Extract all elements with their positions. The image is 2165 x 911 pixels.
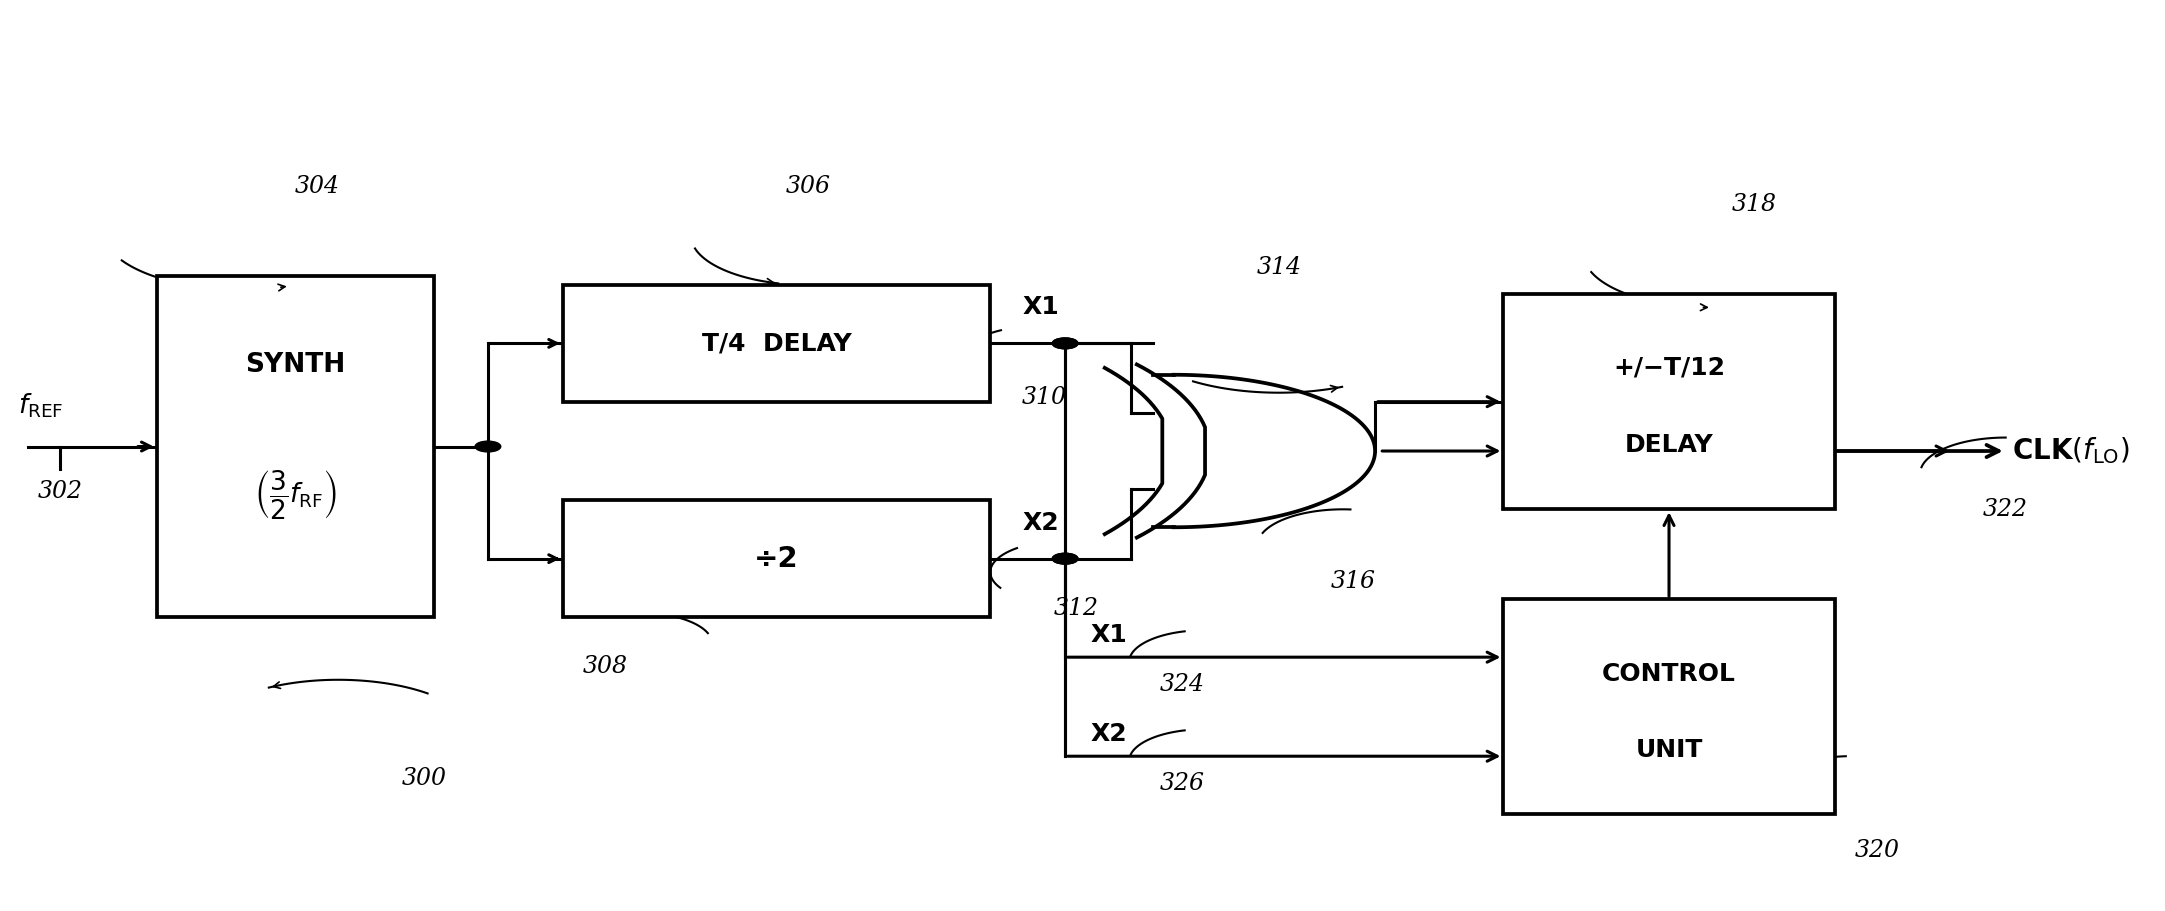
Text: UNIT: UNIT xyxy=(1635,738,1702,762)
Text: 304: 304 xyxy=(294,175,340,198)
Text: ÷2: ÷2 xyxy=(753,545,799,573)
Text: +/−T/12: +/−T/12 xyxy=(1613,355,1726,379)
Text: 320: 320 xyxy=(1855,839,1901,862)
Text: 302: 302 xyxy=(37,480,82,503)
Text: 318: 318 xyxy=(1732,193,1777,216)
Text: $f_\mathrm{REF}$: $f_\mathrm{REF}$ xyxy=(17,392,63,420)
Circle shape xyxy=(1052,338,1078,349)
Text: DELAY: DELAY xyxy=(1624,433,1713,456)
Circle shape xyxy=(1052,553,1078,564)
Text: 316: 316 xyxy=(1331,569,1377,592)
Bar xyxy=(1503,294,1834,509)
Text: 326: 326 xyxy=(1160,772,1206,794)
Text: CLK$(f_\mathrm{LO})$: CLK$(f_\mathrm{LO})$ xyxy=(2011,435,2130,466)
Text: 324: 324 xyxy=(1160,672,1206,696)
Circle shape xyxy=(1052,553,1078,564)
Text: 310: 310 xyxy=(1022,385,1065,409)
Text: SYNTH: SYNTH xyxy=(245,352,346,378)
Text: X1: X1 xyxy=(1022,295,1059,320)
Text: 312: 312 xyxy=(1054,597,1098,619)
Text: 308: 308 xyxy=(582,655,628,678)
Text: X1: X1 xyxy=(1091,623,1128,647)
Text: X2: X2 xyxy=(1022,511,1059,535)
Text: 314: 314 xyxy=(1256,256,1301,279)
Text: 300: 300 xyxy=(401,767,446,790)
Bar xyxy=(1503,599,1834,814)
Text: 322: 322 xyxy=(1983,497,2029,521)
Text: T/4  DELAY: T/4 DELAY xyxy=(701,332,851,355)
Text: X2: X2 xyxy=(1091,722,1128,746)
Bar xyxy=(156,276,435,617)
Text: $\left(\dfrac{3}{2}f_\mathrm{RF}\right)$: $\left(\dfrac{3}{2}f_\mathrm{RF}\right)$ xyxy=(253,467,338,521)
Circle shape xyxy=(1052,338,1078,349)
Circle shape xyxy=(474,441,500,452)
Bar xyxy=(563,500,989,617)
Text: CONTROL: CONTROL xyxy=(1602,662,1736,686)
Text: 306: 306 xyxy=(786,175,831,198)
Bar xyxy=(563,285,989,402)
